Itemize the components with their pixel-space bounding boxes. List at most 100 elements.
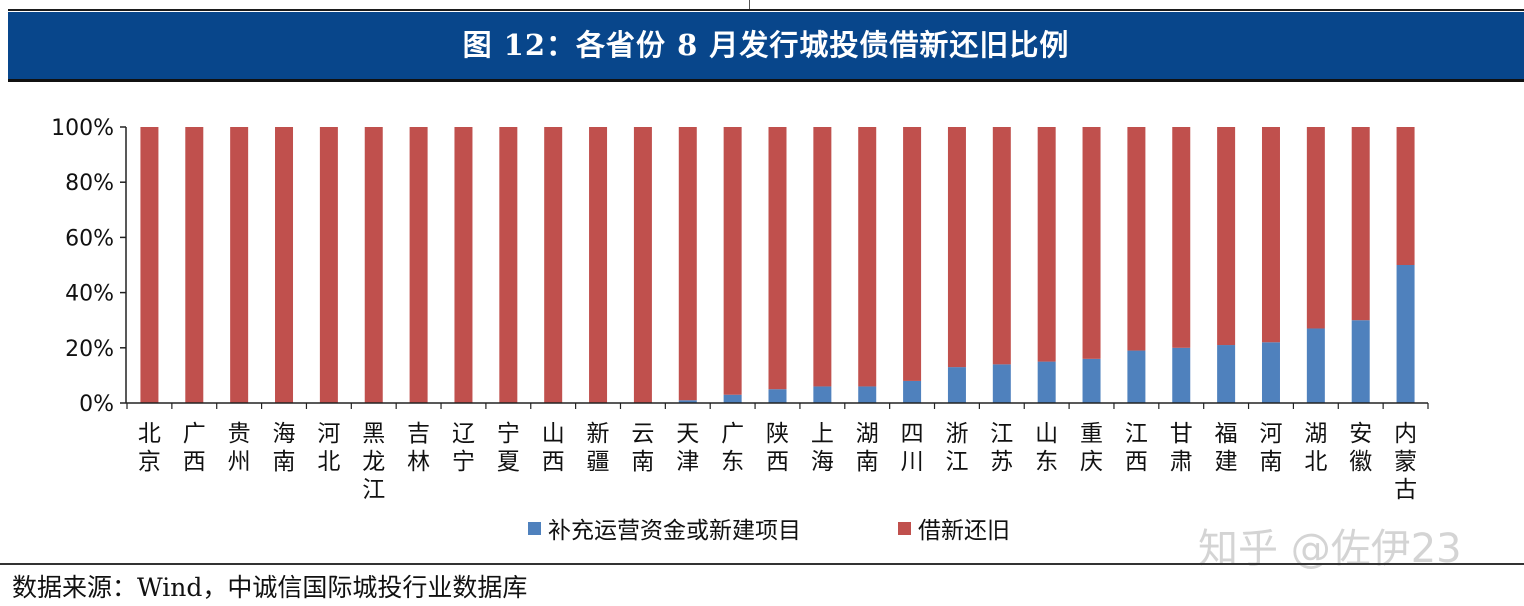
x-tick-label: 云 <box>631 421 654 447</box>
x-tick-label: 江 <box>1125 421 1148 447</box>
x-tick-label: 北 <box>138 421 161 447</box>
bar-segment-refinancing <box>992 127 1011 365</box>
x-tick-label: 内 <box>1394 421 1417 447</box>
bar-segment-refinancing <box>1082 127 1101 359</box>
x-tick-label: 川 <box>901 449 924 475</box>
bar-segment-refinancing <box>858 127 877 387</box>
x-tick-label: 黑 <box>362 421 385 447</box>
x-tick-label: 徽 <box>1349 449 1372 475</box>
x-tick-label: 山 <box>1035 421 1058 447</box>
bar-segment-new-projects <box>858 386 877 403</box>
x-tick-label: 疆 <box>587 449 610 475</box>
y-tick-label: 40% <box>65 282 114 307</box>
legend-swatch-new-projects <box>528 522 541 535</box>
bar-segment-new-projects <box>1306 328 1325 403</box>
bar-segment-new-projects <box>1127 350 1146 403</box>
x-tick-label: 苏 <box>990 449 1013 475</box>
bar-segment-refinancing <box>813 127 832 387</box>
x-tick-label: 广 <box>183 421 206 447</box>
x-tick-label: 湖 <box>1304 421 1327 447</box>
bar-segment-refinancing <box>1306 127 1325 329</box>
x-tick-label: 新 <box>587 421 610 447</box>
bar-segment-new-projects <box>1037 361 1056 403</box>
bar-segment-refinancing <box>589 127 608 403</box>
bar-segment-refinancing <box>1261 127 1280 343</box>
bar-segment-new-projects <box>1172 347 1191 403</box>
bar-segment-refinancing <box>230 127 249 403</box>
bar-segment-refinancing <box>1127 127 1146 351</box>
bar-segment-refinancing <box>364 127 383 403</box>
bar-segment-refinancing <box>1172 127 1191 348</box>
watermark: 知乎 @佐伊23 <box>1198 526 1462 572</box>
x-tick-label: 林 <box>407 449 430 475</box>
bar-segment-new-projects <box>768 389 787 403</box>
bar-segment-refinancing <box>140 127 159 403</box>
bar-segment-refinancing <box>903 127 922 381</box>
x-tick-label: 北 <box>317 449 340 475</box>
bar-segment-refinancing <box>185 127 204 403</box>
bar-segment-new-projects <box>1261 342 1280 403</box>
bar-segment-refinancing <box>1351 127 1370 321</box>
bottom-rule <box>0 563 1524 565</box>
x-tick-label: 江 <box>990 421 1013 447</box>
x-tick-label: 海 <box>273 421 296 447</box>
x-tick-label: 宁 <box>452 449 475 475</box>
bar-segment-refinancing <box>678 127 697 401</box>
x-tick-label: 重 <box>1080 421 1103 447</box>
x-tick-label: 北 <box>1304 449 1327 475</box>
legend-swatch-refinancing <box>898 522 911 535</box>
top-rule <box>8 9 1524 11</box>
x-tick-label: 南 <box>1259 449 1282 475</box>
x-tick-label: 南 <box>856 449 879 475</box>
legend-label-new-projects: 补充运营资金或新建项目 <box>548 518 801 544</box>
bar-segment-new-projects <box>992 364 1011 403</box>
x-tick-label: 吉 <box>407 421 430 447</box>
x-tick-label: 庆 <box>1080 449 1103 475</box>
x-tick-label: 津 <box>676 449 699 475</box>
bar-segment-new-projects <box>813 386 832 403</box>
x-tick-label: 南 <box>631 449 654 475</box>
x-tick-label: 陕 <box>766 421 789 447</box>
bar-segment-new-projects <box>678 400 697 403</box>
bar-segment-new-projects <box>723 394 742 403</box>
x-tick-label: 南 <box>273 449 296 475</box>
x-tick-label: 西 <box>542 449 565 475</box>
x-tick-label: 天 <box>676 421 699 447</box>
figure-title: 图 12：各省份 8 月发行城投债借新还旧比例 <box>8 12 1524 79</box>
x-tick-label: 湖 <box>856 421 879 447</box>
bar-segment-refinancing <box>633 127 652 403</box>
bar-segment-refinancing <box>1396 127 1415 265</box>
bar-segment-refinancing <box>499 127 518 403</box>
source-note: 数据来源：Wind，中诚信国际城投行业数据库 <box>12 573 528 602</box>
x-tick-label: 贵 <box>228 421 251 447</box>
x-tick-label: 东 <box>1035 449 1058 475</box>
x-tick-label: 河 <box>1259 421 1282 447</box>
y-tick-label: 100% <box>51 116 114 141</box>
x-tick-label: 甘 <box>1170 421 1193 447</box>
x-tick-label: 建 <box>1215 449 1238 475</box>
bar-segment-new-projects <box>1396 265 1415 403</box>
top-tick-mark <box>749 0 750 9</box>
bar-segment-refinancing <box>454 127 473 403</box>
x-tick-label: 肃 <box>1170 449 1193 475</box>
bar-segment-refinancing <box>319 127 338 403</box>
x-tick-label: 河 <box>317 421 340 447</box>
bar-segment-refinancing <box>723 127 742 395</box>
legend-label-refinancing: 借新还旧 <box>918 518 1010 544</box>
bar-segment-refinancing <box>409 127 428 403</box>
y-tick-label: 0% <box>79 392 114 417</box>
x-tick-label: 蒙 <box>1394 449 1417 475</box>
stacked-bar-chart: 0%20%40%60%80%100%北京广西贵州海南河北黑龙江吉林辽宁宁夏山西新… <box>51 116 1429 544</box>
bar-segment-refinancing <box>544 127 563 403</box>
x-tick-label: 州 <box>228 449 251 475</box>
x-tick-label: 福 <box>1215 421 1238 447</box>
x-tick-label: 东 <box>721 449 744 475</box>
x-tick-label: 京 <box>138 449 161 475</box>
title-rule <box>8 79 1524 82</box>
x-tick-label: 西 <box>766 449 789 475</box>
x-tick-label: 宁 <box>497 421 520 447</box>
x-tick-label: 上 <box>811 421 834 447</box>
bar-segment-refinancing <box>275 127 294 403</box>
bar-segment-refinancing <box>768 127 787 390</box>
bar-segment-refinancing <box>1217 127 1236 346</box>
